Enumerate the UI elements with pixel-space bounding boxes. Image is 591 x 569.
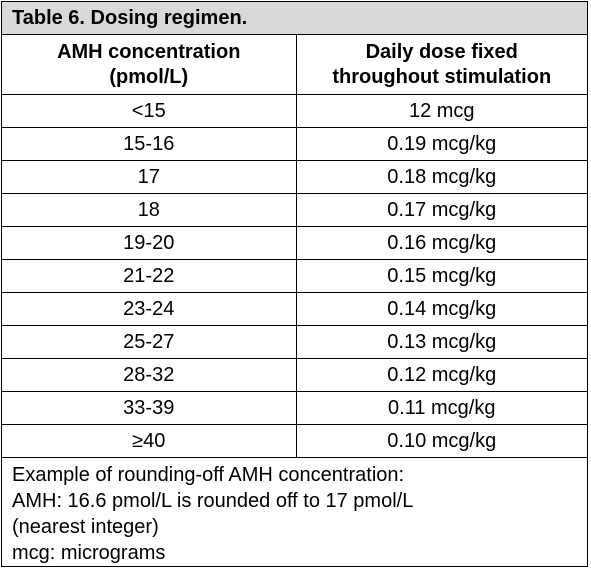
header-dose-line2: throughout stimulation [332,65,552,88]
footnote-line: mcg: micrograms [12,542,166,564]
amh-cell: 21-22 [2,259,297,293]
dose-cell: 0.19 mcg/kg [295,127,587,161]
dose-cell: 0.10 mcg/kg [295,424,587,458]
dose-cell: 0.18 mcg/kg [295,160,587,194]
amh-cell: ≥40 [2,424,297,458]
amh-cell: 28-32 [2,358,297,392]
table-row: 23-24 0.14 mcg/kg [2,292,587,326]
table-row: <15 12 mcg [2,94,587,128]
footnote-line: Example of rounding-off AMH concentratio… [12,464,405,486]
header-row: AMH concentration (pmol/L) Daily dose fi… [2,35,587,95]
header-amh-concentration: AMH concentration (pmol/L) [2,35,297,95]
footnote-line: AMH: 16.6 pmol/L is rounded off to 17 pm… [12,490,414,512]
table-footnotes: Example of rounding-off AMH concentratio… [2,458,587,566]
amh-cell: 19-20 [2,226,297,260]
amh-cell: 25-27 [2,325,297,359]
amh-cell: 18 [2,193,297,227]
table-row: 15-16 0.19 mcg/kg [2,127,587,161]
amh-cell: 23-24 [2,292,297,326]
table-row: 28-32 0.12 mcg/kg [2,358,587,392]
amh-cell: 17 [2,160,297,194]
table-row: 25-27 0.13 mcg/kg [2,325,587,359]
dosing-grid: AMH concentration (pmol/L) Daily dose fi… [2,35,587,458]
table-row: 21-22 0.15 mcg/kg [2,259,587,293]
amh-cell: 15-16 [2,127,297,161]
table-row: 18 0.17 mcg/kg [2,193,587,227]
table-row: 33-39 0.11 mcg/kg [2,391,587,425]
footnote-line: (nearest integer) [12,516,159,538]
table-title: Table 6. Dosing regimen. [2,2,587,35]
dose-cell: 0.14 mcg/kg [295,292,587,326]
dose-cell: 0.11 mcg/kg [295,391,587,425]
table-row: ≥40 0.10 mcg/kg [2,424,587,458]
dose-cell: 0.17 mcg/kg [295,193,587,227]
amh-cell: <15 [2,94,297,128]
table-row: 19-20 0.16 mcg/kg [2,226,587,260]
dose-cell: 12 mcg [295,94,587,128]
dose-cell: 0.13 mcg/kg [295,325,587,359]
amh-cell: 33-39 [2,391,297,425]
header-daily-dose: Daily dose fixed throughout stimulation [295,35,587,95]
header-amh-line2: (pmol/L) [109,65,189,88]
header-dose-line1: Daily dose fixed [365,40,518,63]
dose-cell: 0.15 mcg/kg [295,259,587,293]
table-row: 17 0.18 mcg/kg [2,160,587,194]
dose-cell: 0.12 mcg/kg [295,358,587,392]
header-amh-line1: AMH concentration [57,40,241,63]
dose-cell: 0.16 mcg/kg [295,226,587,260]
